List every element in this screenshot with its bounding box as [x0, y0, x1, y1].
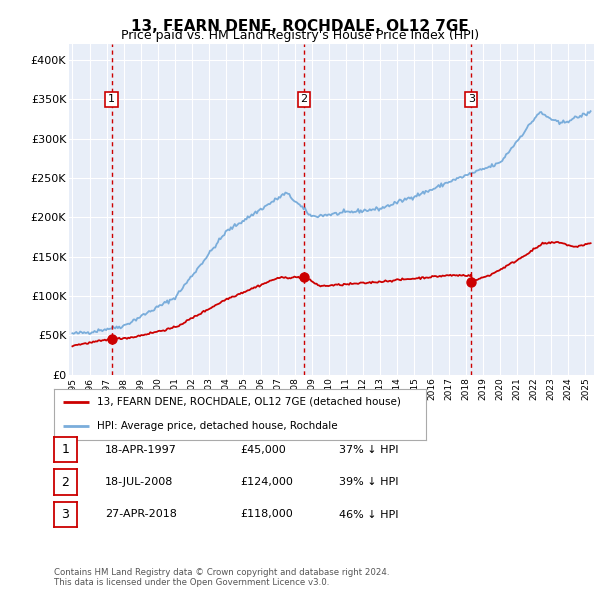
Text: 39% ↓ HPI: 39% ↓ HPI	[339, 477, 398, 487]
Text: 18-APR-1997: 18-APR-1997	[105, 445, 177, 454]
Text: 18-JUL-2008: 18-JUL-2008	[105, 477, 173, 487]
Text: 13, FEARN DENE, ROCHDALE, OL12 7GE: 13, FEARN DENE, ROCHDALE, OL12 7GE	[131, 19, 469, 34]
Text: 46% ↓ HPI: 46% ↓ HPI	[339, 510, 398, 519]
Text: £118,000: £118,000	[240, 510, 293, 519]
Text: 3: 3	[61, 508, 70, 521]
Text: £45,000: £45,000	[240, 445, 286, 454]
Text: £124,000: £124,000	[240, 477, 293, 487]
Text: HPI: Average price, detached house, Rochdale: HPI: Average price, detached house, Roch…	[97, 421, 337, 431]
Text: Contains HM Land Registry data © Crown copyright and database right 2024.
This d: Contains HM Land Registry data © Crown c…	[54, 568, 389, 587]
Text: Price paid vs. HM Land Registry's House Price Index (HPI): Price paid vs. HM Land Registry's House …	[121, 30, 479, 42]
Text: 1: 1	[61, 443, 70, 456]
Text: 2: 2	[301, 94, 308, 104]
Text: 1: 1	[108, 94, 115, 104]
Text: 37% ↓ HPI: 37% ↓ HPI	[339, 445, 398, 454]
Text: 27-APR-2018: 27-APR-2018	[105, 510, 177, 519]
Text: 13, FEARN DENE, ROCHDALE, OL12 7GE (detached house): 13, FEARN DENE, ROCHDALE, OL12 7GE (deta…	[97, 397, 401, 407]
Text: 2: 2	[61, 476, 70, 489]
Text: 3: 3	[468, 94, 475, 104]
